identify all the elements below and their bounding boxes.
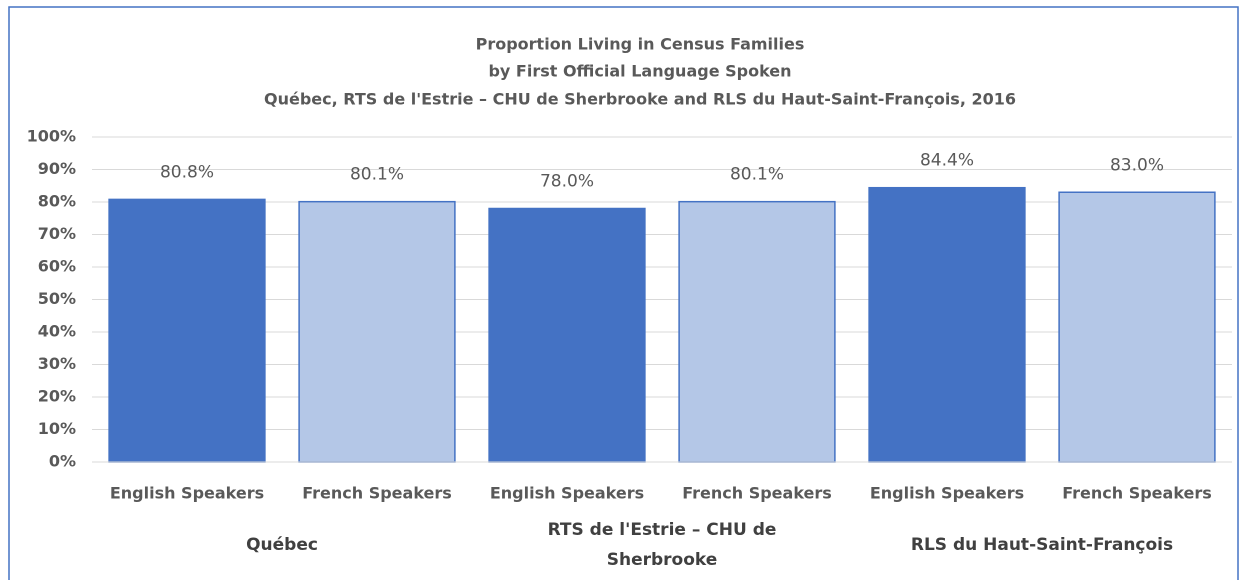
y-tick-label: 90% <box>38 159 76 178</box>
chart-title: Québec, RTS de l'Estrie – CHU de Sherbro… <box>264 90 1016 109</box>
y-tick-label: 50% <box>38 289 76 308</box>
x-tick-label: French Speakers <box>1062 484 1212 503</box>
bar <box>488 207 646 463</box>
y-tick-label: 10% <box>38 419 76 438</box>
value-label: 84.4% <box>920 151 974 171</box>
y-tick-label: 40% <box>38 322 76 341</box>
frame <box>8 6 1239 580</box>
x-tick-label: English Speakers <box>490 484 644 503</box>
x-tick-label: French Speakers <box>682 484 832 503</box>
y-tick-label: 0% <box>49 452 76 471</box>
y-tick-label: 60% <box>38 257 76 276</box>
chart-title: by First Official Language Spoken <box>488 62 791 81</box>
bar <box>1058 191 1216 463</box>
x-tick-label: English Speakers <box>870 484 1024 503</box>
value-label: 80.1% <box>730 165 784 185</box>
group-label: RTS de l'Estrie – CHU de Sherbrooke <box>547 520 777 570</box>
y-tick-label: 80% <box>38 192 76 211</box>
value-label: 78.0% <box>540 172 594 192</box>
y-tick-label: 100% <box>27 127 76 146</box>
bar <box>868 186 1026 463</box>
group-label: Québec <box>246 535 318 555</box>
value-label: 80.8% <box>160 162 214 182</box>
y-tick-label: 30% <box>38 354 76 373</box>
x-tick-label: English Speakers <box>110 484 264 503</box>
y-tick-label: 20% <box>38 387 76 406</box>
bar <box>108 198 266 463</box>
bar <box>298 200 456 463</box>
y-tick-label: 70% <box>38 224 76 243</box>
x-tick-label: French Speakers <box>302 484 452 503</box>
chart-title: Proportion Living in Census Families <box>476 35 805 54</box>
bar <box>678 200 836 463</box>
value-label: 83.0% <box>1110 155 1164 175</box>
group-label: RLS du Haut-Saint-François <box>910 535 1174 555</box>
value-label: 80.1% <box>350 165 404 185</box>
